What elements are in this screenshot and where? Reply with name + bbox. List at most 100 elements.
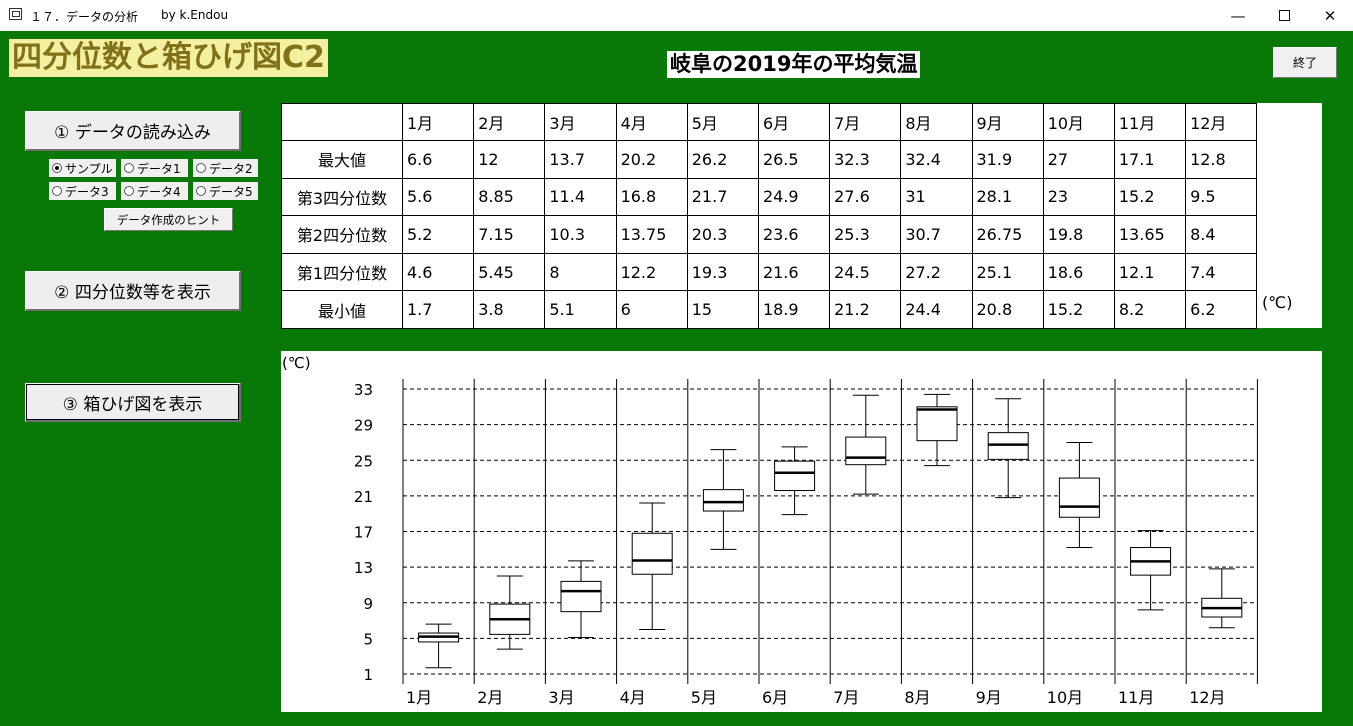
y-tick-label: 25: [354, 452, 373, 470]
table-cell: 5.1: [544, 290, 617, 329]
table-cell: 7.15: [473, 215, 546, 254]
table-row-max: 最大値 6.6 12 13.7 20.2 26.2 26.5 32.3 32.4…: [281, 140, 1258, 179]
table-header-row: 1月 2月 3月 4月 5月 6月 7月 8月 9月 10月 11月 12月: [281, 103, 1258, 141]
load-data-button[interactable]: ① データの読み込み: [25, 111, 241, 151]
row-label: 第3四分位数: [281, 177, 403, 217]
table-cell: 12.1: [1113, 252, 1187, 292]
y-tick-label: 29: [354, 417, 373, 435]
table-cell: 23: [1042, 177, 1115, 217]
main-form: 四分位数と箱ひげ図C2 岐阜の2019年の平均気温 終了 ① データの読み込み …: [0, 31, 1353, 726]
quartile-box: [774, 460, 816, 492]
table-cell: 12.2: [615, 252, 688, 292]
row-label: 第1四分位数: [281, 252, 403, 292]
table-cell: 26.2: [686, 140, 759, 179]
table-cell: 15.2: [1113, 177, 1187, 217]
table-cell: 16.8: [615, 177, 688, 217]
table-cell: 19.8: [1042, 215, 1115, 254]
month-header: 4月: [615, 103, 688, 141]
x-tick-label: 10月: [1047, 688, 1083, 707]
quartile-box: [916, 406, 958, 442]
boxplot-chart-panel: 1 5 9 13 17 21 25 29 33 (℃) 1月 2月 3月 4月 5月 6月 7月 8月 9月 10月 1…: [281, 351, 1322, 712]
y-tick-label: 5: [363, 630, 373, 648]
x-tick-label: 7月: [833, 688, 859, 707]
x-tick-label: 12月: [1189, 688, 1225, 707]
radio-label: データ5: [209, 184, 253, 199]
month-header: 3月: [544, 103, 617, 141]
table-cell: 4.6: [401, 252, 475, 292]
radio-label: データ2: [209, 161, 253, 176]
table-cell: 31.9: [971, 140, 1044, 179]
table-cell: 24.9: [757, 177, 831, 217]
maximize-icon: [1278, 10, 1290, 21]
radio-data3[interactable]: データ3: [49, 182, 116, 200]
radio-label: データ1: [137, 161, 181, 176]
month-header: 9月: [971, 103, 1044, 141]
radio-label: データ4: [137, 184, 181, 199]
x-tick-label: 9月: [976, 688, 1002, 707]
x-tick-label: 8月: [904, 688, 930, 707]
title-bar: １７．データの分析 by k.Endou — ✕: [0, 0, 1353, 31]
y-tick-label: 17: [354, 524, 373, 542]
radio-data4[interactable]: データ4: [121, 182, 188, 200]
table-cell: 31: [900, 177, 973, 217]
radio-data5[interactable]: データ5: [193, 182, 258, 200]
table-cell: 30.7: [900, 215, 973, 254]
maximize-button[interactable]: [1261, 0, 1307, 31]
table-cell: 12: [473, 140, 546, 179]
show-boxplot-button[interactable]: ③ 箱ひげ図を表示: [25, 383, 241, 422]
radio-data1[interactable]: データ1: [121, 159, 188, 177]
table-cell: 20.3: [686, 215, 759, 254]
quartile-box: [1058, 477, 1100, 518]
minimize-button[interactable]: —: [1215, 0, 1261, 31]
table-cell: 5.45: [473, 252, 546, 292]
table-cell: 1.7: [401, 290, 475, 329]
month-header: 2月: [473, 103, 546, 141]
table-cell: 7.4: [1185, 252, 1258, 292]
row-label: 第2四分位数: [281, 215, 403, 254]
table-cell: 28.1: [971, 177, 1044, 217]
table-cell: 5.2: [401, 215, 475, 254]
radio-unchecked-icon: [196, 186, 206, 196]
table-cell: 8.2: [1113, 290, 1187, 329]
table-row-q3: 第3四分位数 5.6 8.85 11.4 16.8 21.7 24.9 27.6…: [281, 177, 1258, 217]
table-cell: 26.75: [971, 215, 1044, 254]
radio-data2[interactable]: データ2: [193, 159, 258, 177]
table-cell: 21.2: [829, 290, 902, 329]
row-label: 最大値: [281, 140, 403, 179]
radio-unchecked-icon: [196, 163, 206, 173]
table-cell: 8.85: [473, 177, 546, 217]
x-tick-label: 5月: [691, 688, 717, 707]
window-author: by k.Endou: [161, 8, 229, 22]
exit-button[interactable]: 終了: [1273, 47, 1337, 78]
row-label: 最小値: [281, 290, 403, 329]
month-header: 5月: [686, 103, 759, 141]
table-cell: 18.6: [1042, 252, 1115, 292]
radio-unchecked-icon: [52, 186, 62, 196]
y-tick-label: 13: [354, 559, 373, 577]
minimize-icon: —: [1230, 6, 1246, 25]
app-icon: [9, 8, 22, 20]
radio-checked-icon: [52, 163, 62, 173]
table-cell: 19.3: [686, 252, 759, 292]
radio-sample[interactable]: サンプル: [49, 159, 116, 177]
table-cell: 6.6: [401, 140, 475, 179]
table-cell: 15.2: [1042, 290, 1115, 329]
month-header: 1月: [401, 103, 475, 141]
table-cell: 21.6: [757, 252, 831, 292]
main-title: 四分位数と箱ひげ図C2: [9, 39, 328, 77]
x-tick-label: 3月: [548, 688, 574, 707]
quartile-box: [702, 489, 744, 512]
table-cell: 27: [1042, 140, 1115, 179]
quartile-box: [631, 532, 673, 575]
show-quartiles-button[interactable]: ② 四分位数等を表示: [25, 271, 241, 311]
month-header: 6月: [757, 103, 831, 141]
month-header: 11月: [1113, 103, 1187, 141]
table-cell: 23.6: [757, 215, 831, 254]
table-cell: 32.4: [900, 140, 973, 179]
table-cell: 8: [544, 252, 617, 292]
close-button[interactable]: ✕: [1307, 0, 1353, 31]
data-hint-button[interactable]: データ作成のヒント: [104, 208, 233, 231]
y-tick-label: 33: [354, 381, 373, 399]
month-header: 7月: [829, 103, 902, 141]
table-cell: 3.8: [473, 290, 546, 329]
